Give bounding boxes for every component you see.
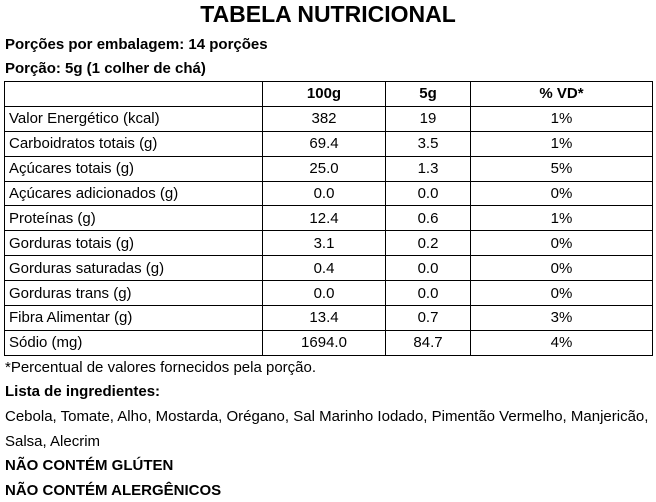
nutrient-value: 5% bbox=[470, 155, 653, 182]
nutrient-value: 0.2 bbox=[385, 230, 471, 257]
nutrient-value: 3% bbox=[470, 305, 653, 331]
nutrient-value: 4% bbox=[470, 329, 653, 356]
column-header: % VD* bbox=[470, 81, 653, 107]
nutrient-label: Valor Energético (kcal) bbox=[4, 105, 263, 132]
nutrient-value: 0.0 bbox=[385, 255, 471, 282]
nutrient-value: 19 bbox=[385, 105, 471, 132]
table-row: Gorduras trans (g) 0.0 0.0 0% bbox=[4, 280, 653, 307]
nutrient-value: 0% bbox=[470, 255, 653, 282]
servings: Porções por embalagem: 14 porções bbox=[5, 36, 268, 53]
nutrient-value: 1% bbox=[470, 130, 653, 157]
portion: Porção: 5g (1 colher de chá) bbox=[5, 60, 206, 77]
nutrient-value: 0% bbox=[470, 230, 653, 257]
table-row: Açúcares adicionados (g) 0.0 0.0 0% bbox=[4, 180, 653, 207]
table-row: Gorduras saturadas (g) 0.4 0.0 0% bbox=[4, 255, 653, 282]
nutrient-label: Açúcares adicionados (g) bbox=[4, 180, 263, 207]
nutrient-value: 0.0 bbox=[262, 280, 386, 307]
table-row: Sódio (mg) 1694.0 84.7 4% bbox=[4, 329, 653, 356]
ingredients-text: Cebola, Tomate, Alho, Mostarda, Orégano,… bbox=[5, 408, 649, 450]
table-row: Proteínas (g) 12.4 0.6 1% bbox=[4, 205, 653, 232]
nutrient-value: 3.1 bbox=[262, 230, 386, 257]
nutrient-value: 0% bbox=[470, 180, 653, 207]
column-header: 5g bbox=[385, 81, 471, 107]
nutrition-table: 100g 5g% VD* Valor Energético (kcal) 382 19… bbox=[4, 81, 653, 356]
ingredients-title: Lista de ingredientes: bbox=[5, 383, 161, 400]
footnote: *Percentual de valores fornecidos pela p… bbox=[5, 359, 317, 376]
header-cell bbox=[4, 81, 263, 107]
column-header: 100g bbox=[262, 81, 386, 107]
nutrient-value: 69.4 bbox=[262, 130, 386, 157]
table-row: Carboidratos totais (g) 69.4 3.5 1% bbox=[4, 130, 653, 157]
nutrient-value: 0.0 bbox=[385, 280, 471, 307]
header-row: 100g 5g% VD* bbox=[4, 81, 653, 107]
nutrient-value: 13.4 bbox=[262, 305, 386, 331]
nutrient-value: 1% bbox=[470, 105, 653, 132]
nutrient-label: Proteínas (g) bbox=[4, 205, 263, 232]
note: NÃO CONTÉM GLÚTEN bbox=[5, 457, 174, 474]
nutrient-value: 0.4 bbox=[262, 255, 386, 282]
nutrient-value: 1% bbox=[470, 205, 653, 232]
nutrient-value: 382 bbox=[262, 105, 386, 132]
nutrient-label: Carboidratos totais (g) bbox=[4, 130, 263, 157]
nutrient-value: 25.0 bbox=[262, 155, 386, 182]
table-row: Açúcares totais (g) 25.0 1.3 5% bbox=[4, 155, 653, 182]
nutrient-value: 1694.0 bbox=[262, 329, 386, 356]
note: NÃO CONTÉM ALERGÊNICOS bbox=[5, 482, 222, 499]
nutrient-label: Gorduras trans (g) bbox=[4, 280, 263, 307]
nutrient-label: Sódio (mg) bbox=[4, 329, 263, 356]
table-row: Gorduras totais (g) 3.1 0.2 0% bbox=[4, 230, 653, 257]
nutrient-value: 12.4 bbox=[262, 205, 386, 232]
nutrient-value: 0.0 bbox=[385, 180, 471, 207]
nutrient-value: 3.5 bbox=[385, 130, 471, 157]
table-row: Fibra Alimentar (g) 13.4 0.7 3% bbox=[4, 305, 653, 331]
nutrient-value: 0% bbox=[470, 280, 653, 307]
table-row: Valor Energético (kcal) 382 19 1% bbox=[4, 105, 653, 132]
nutrient-value: 0.0 bbox=[262, 180, 386, 207]
nutrient-label: Açúcares totais (g) bbox=[4, 155, 263, 182]
nutrient-value: 0.6 bbox=[385, 205, 471, 232]
nutrient-label: Gorduras totais (g) bbox=[4, 230, 263, 257]
nutrient-label: Gorduras saturadas (g) bbox=[4, 255, 263, 282]
title: TABELA NUTRICIONAL bbox=[200, 1, 456, 27]
nutrient-value: 1.3 bbox=[385, 155, 471, 182]
nutrient-label: Fibra Alimentar (g) bbox=[4, 305, 263, 331]
nutrient-value: 0.7 bbox=[385, 305, 471, 331]
nutrient-value: 84.7 bbox=[385, 329, 471, 356]
